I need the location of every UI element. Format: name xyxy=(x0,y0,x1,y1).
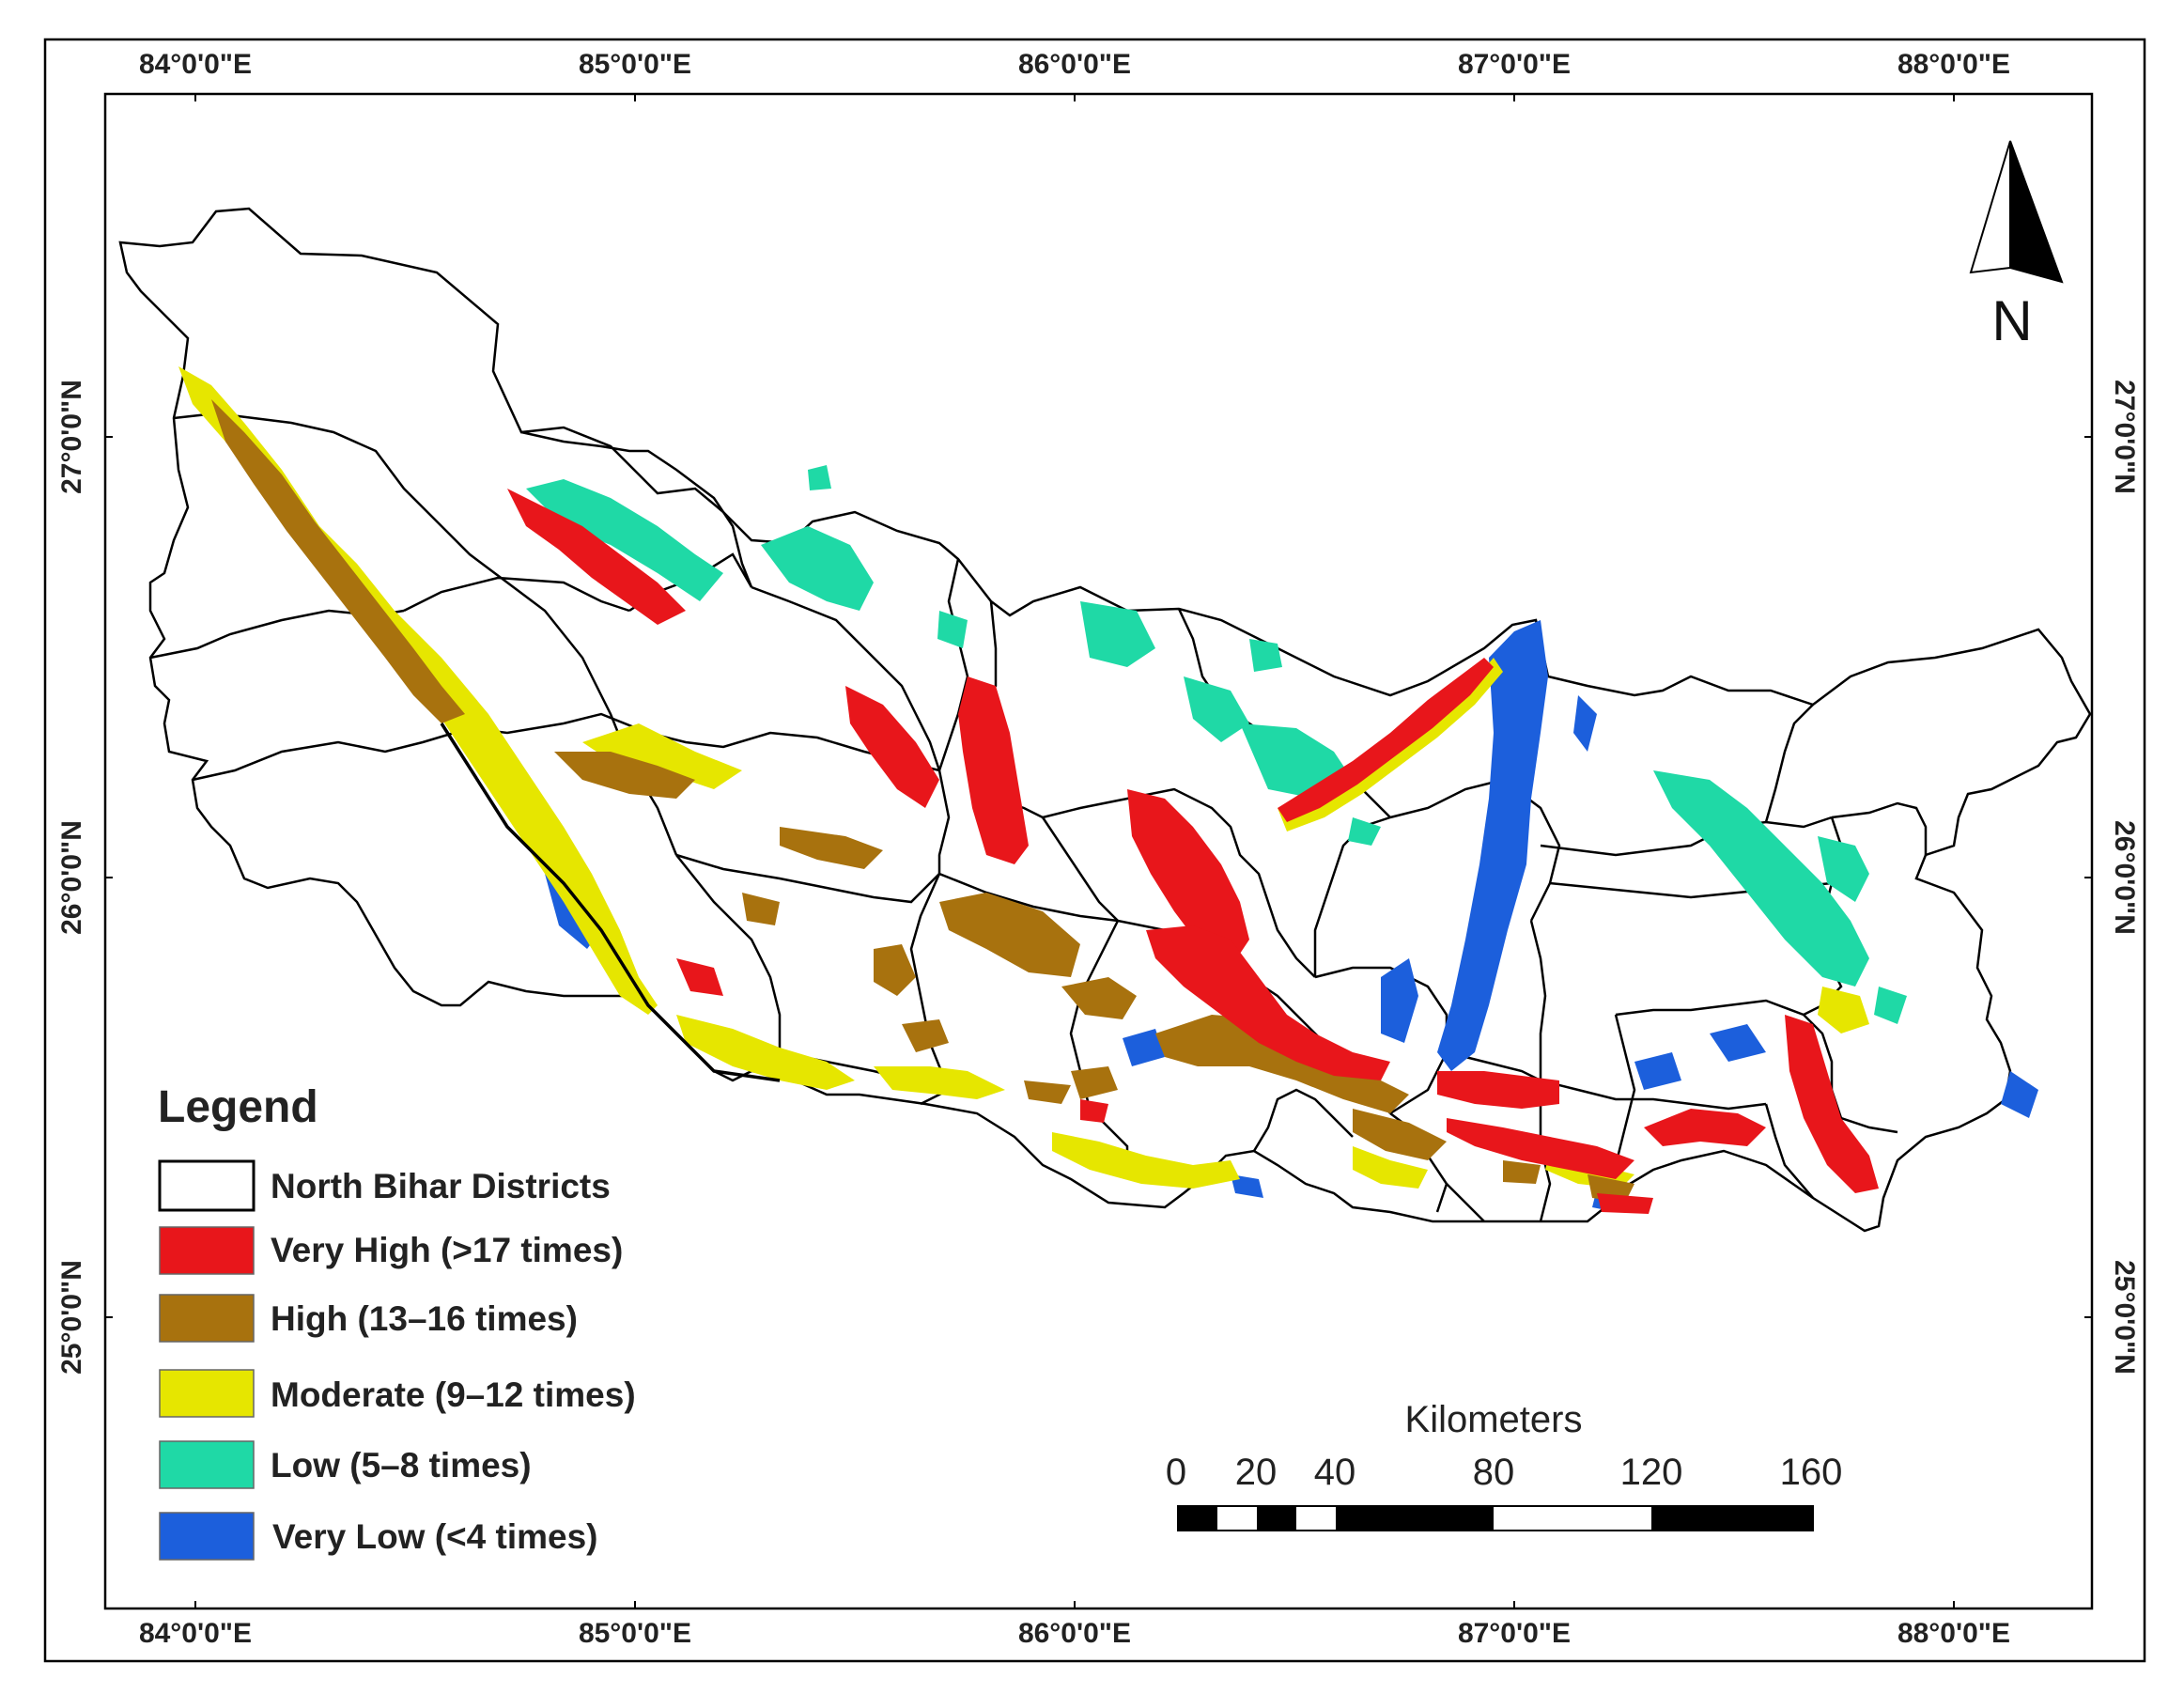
lat-label-left-3: 25°0'0"N xyxy=(56,1260,87,1375)
graticule-ticks xyxy=(105,94,2092,1609)
legend-label-very-low: Very Low (<4 times) xyxy=(272,1517,598,1556)
legend-swatch-low xyxy=(159,1440,255,1489)
scale-seg-3 xyxy=(1257,1506,1296,1531)
north-bihar-region xyxy=(118,207,2092,1233)
scale-seg-5 xyxy=(1336,1506,1494,1531)
class-low xyxy=(526,465,1907,1024)
lat-label-right-3: 25°0'0"N xyxy=(2109,1260,2140,1375)
scale-tick-20: 20 xyxy=(1235,1452,1278,1493)
lat-label-right-1: 27°0'0"N xyxy=(2109,380,2140,494)
lon-label-top-5: 88°0'0"E xyxy=(1897,49,2010,80)
lat-label-left-1: 27°0'0"N xyxy=(56,380,87,494)
lon-label-top-2: 85°0'0"E xyxy=(579,49,691,80)
legend-label-high: High (13–16 times) xyxy=(271,1299,578,1338)
lon-label-bottom-4: 87°0'0"E xyxy=(1458,1618,1571,1649)
scale-tick-80: 80 xyxy=(1473,1452,1515,1493)
lat-label-right-2: 26°0'0"N xyxy=(2109,820,2140,935)
legend-label-moderate: Moderate (9–12 times) xyxy=(271,1375,636,1414)
legend: Legend North Bihar Districts Very High (… xyxy=(158,1082,636,1561)
lon-label-top-1: 84°0'0"E xyxy=(139,49,252,80)
lat-label-left-2: 26°0'0"N xyxy=(56,820,87,935)
lon-label-bottom-1: 84°0'0"E xyxy=(139,1618,252,1649)
class-very-high xyxy=(507,489,1879,1214)
scale-tick-0: 0 xyxy=(1166,1452,1186,1493)
north-arrow: N xyxy=(1969,140,2064,352)
legend-swatch-high xyxy=(159,1294,255,1343)
scale-unit-label: Kilometers xyxy=(1405,1399,1583,1440)
north-arrow-right-half xyxy=(2009,140,2064,284)
lon-label-top-3: 86°0'0"E xyxy=(1018,49,1131,80)
legend-label-low: Low (5–8 times) xyxy=(271,1446,532,1484)
scale-bar: Kilometers 0 20 40 80 120 160 xyxy=(1166,1399,1843,1531)
legend-label-districts: North Bihar Districts xyxy=(271,1167,611,1205)
legend-swatch-very-high xyxy=(159,1226,255,1275)
lon-label-top-4: 87°0'0"E xyxy=(1458,49,1571,80)
lon-label-bottom-5: 88°0'0"E xyxy=(1897,1618,2010,1649)
legend-swatch-districts xyxy=(158,1159,256,1212)
scale-seg-1 xyxy=(1178,1506,1217,1531)
lon-label-bottom-2: 85°0'0"E xyxy=(579,1618,691,1649)
legend-title: Legend xyxy=(158,1082,318,1132)
scale-tick-160: 160 xyxy=(1780,1452,1843,1493)
legend-label-very-high: Very High (>17 times) xyxy=(271,1231,623,1269)
legend-swatch-moderate xyxy=(159,1369,255,1418)
class-high xyxy=(211,399,1634,1203)
scale-tick-40: 40 xyxy=(1314,1452,1356,1493)
scale-seg-7 xyxy=(1651,1506,1813,1531)
scale-tick-120: 120 xyxy=(1620,1452,1683,1493)
north-arrow-label: N xyxy=(1991,289,2032,352)
legend-swatch-very-low xyxy=(159,1512,255,1561)
lon-label-bottom-3: 86°0'0"E xyxy=(1018,1618,1131,1649)
river-outlines xyxy=(440,723,781,1082)
